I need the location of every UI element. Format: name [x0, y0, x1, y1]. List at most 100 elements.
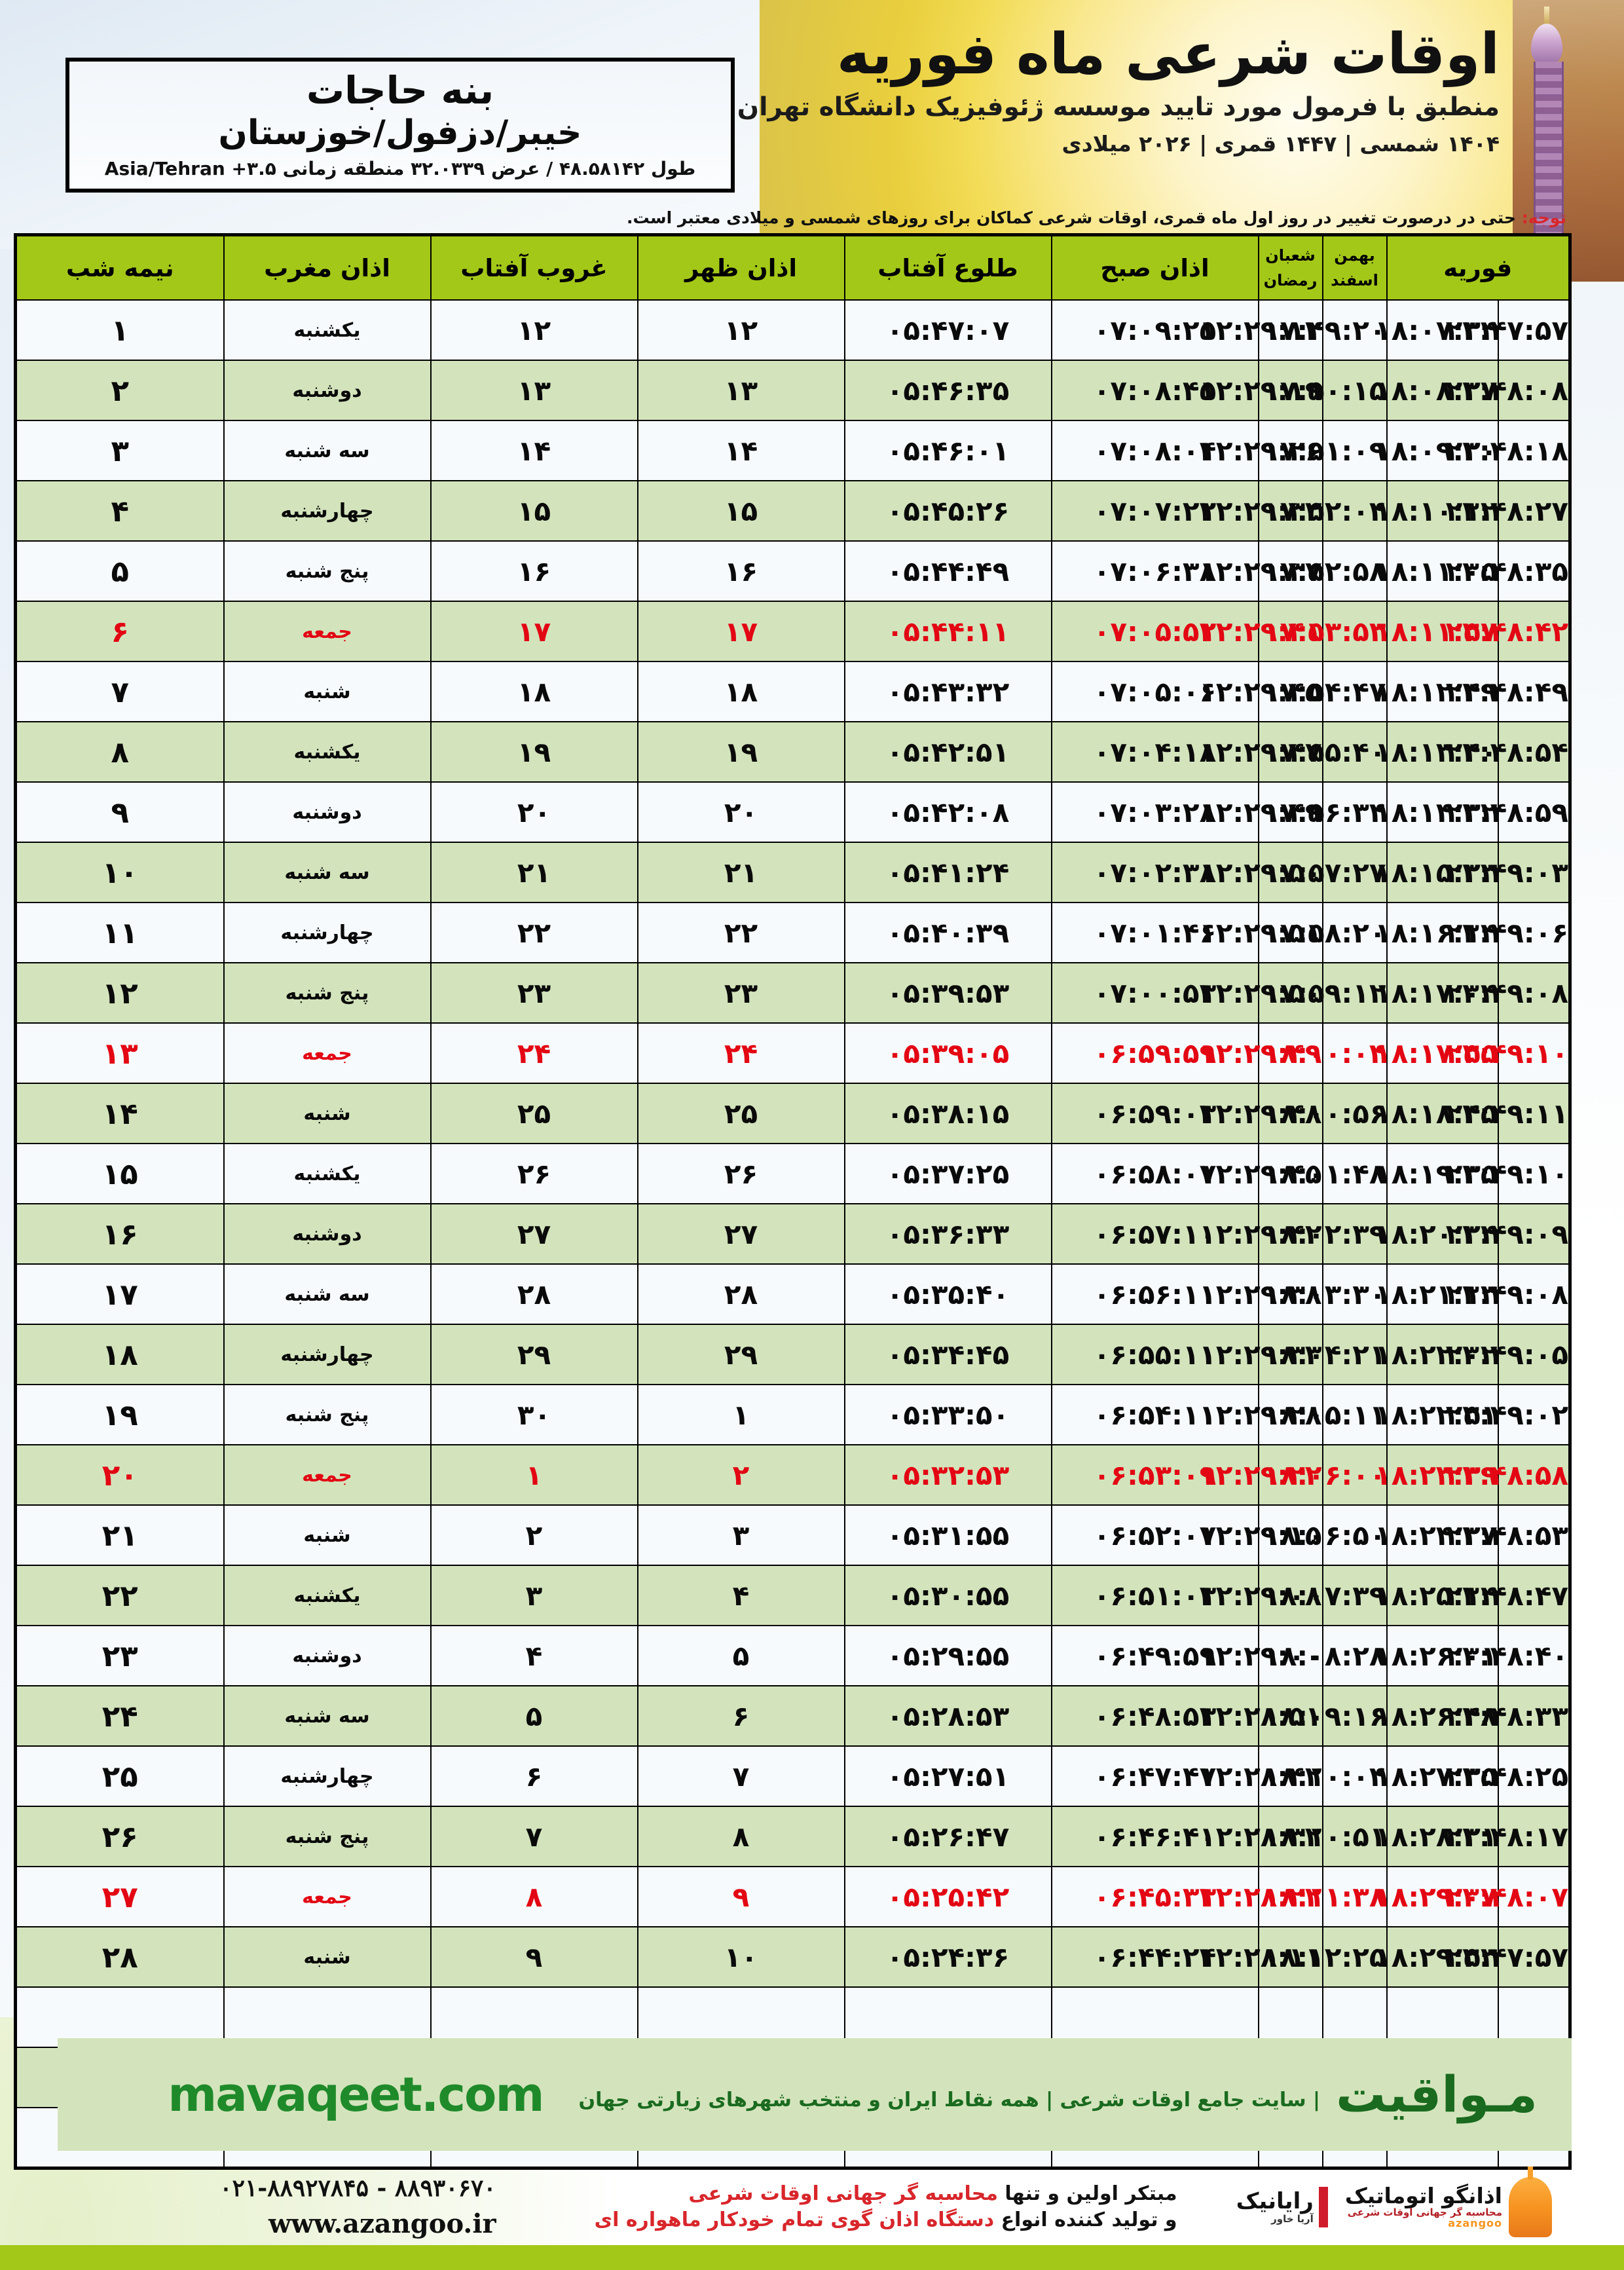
- cell-day: ۴: [14, 480, 225, 542]
- cell-dhuhr: ۱۲:۲۹:۰۸: [1199, 1565, 1323, 1626]
- cell-maghrib: ۱۸:۱۶:۱۴: [1375, 902, 1499, 963]
- cell-lunar: ۲۲: [637, 902, 845, 963]
- slogan-2b: دستگاه اذان گوی تمام خودکار ماهواره ای: [594, 2208, 995, 2231]
- cell-dhuhr: ۱۲:۲۹:۴۹: [1199, 781, 1323, 843]
- cell-fajr: ۰۵:۳۹:۰۵: [843, 1022, 1052, 1084]
- cell-maghrib: ۱۸:۲۰:۲۴: [1375, 1203, 1499, 1265]
- cell-day: ۷: [14, 661, 225, 722]
- cell-sunrise: ۰۷:۰۲:۳۸: [1050, 842, 1259, 903]
- cell-dhuhr: ۱۲:۲۹:۴۸: [1199, 1083, 1323, 1144]
- cell-sunrise: ۰۶:۵۳:۰۹: [1050, 1444, 1259, 1506]
- cell-midnight: ۲۳:۴۹:۰۸: [1446, 962, 1571, 1024]
- cell-sunset: ۱۸:۰۹:۱۶: [1263, 1685, 1388, 1747]
- cell-sunset: ۱۸:۰۶:۰۰: [1263, 1444, 1388, 1506]
- prayer-times-table: فوریه بهمن اسفند شعبان: [14, 233, 1572, 2170]
- cell-sunset: ۱۷:۵۹:۱۲: [1263, 962, 1388, 1024]
- cell-solar: ۳۰: [430, 1384, 638, 1445]
- cell-solar: ۲۷: [430, 1203, 638, 1265]
- table-row: ۲۳:۴۷:۵۷ ۱۸:۰۷:۳۴ ۱۷:۴۹:۲۰ ۱۲:۲۹:۱۲ ۰۷:۰۹:۲۵…: [14, 299, 1571, 361]
- cell-fajr: ۰۵:۳۳:۵۰: [843, 1384, 1052, 1445]
- table-header-row: فوریه بهمن اسفند شعبان: [14, 234, 1571, 301]
- cell-sunrise: ۰۷:۰۰:۵۳: [1050, 962, 1259, 1024]
- cell-fajr: ۰۵:۴۴:۴۹: [843, 540, 1052, 602]
- table-row: ۲۳:۴۸:۴۲ ۱۸:۱۱:۵۷ ۱۷:۵۳:۵۳ ۱۲:۲۹:۴۱ ۰۷:۰۵:۵۲…: [14, 601, 1571, 662]
- cell-weekday: پنج شنبه: [223, 540, 432, 602]
- cell-weekday: یکشنبه: [223, 1143, 432, 1204]
- cell-sunrise: ۰۶:۵۹:۰۳: [1050, 1083, 1259, 1144]
- cell-dhuhr: ۱۲:۲۹:۵۰: [1199, 962, 1323, 1024]
- cell-dhuhr: ۱۲:۲۹:۳۷: [1199, 540, 1323, 602]
- cell-dhuhr: ۱۲:۲۹:۲۸: [1199, 1384, 1323, 1445]
- cell-sunset: ۱۸:۰۵:۱۱: [1263, 1384, 1388, 1445]
- table-row: ۲۳:۴۸:۱۷ ۱۸:۲۸:۲۱ ۱۸:۱۰:۵۱ ۱۲:۲۸:۳۲ ۰۶:۴۶:۴۰…: [14, 1806, 1571, 1867]
- cell-day: ۱۵: [14, 1143, 225, 1204]
- cell-day: ۲۲: [14, 1565, 225, 1626]
- cell-lunar: ۲۵: [637, 1083, 845, 1144]
- cell-lunar: ۱۸: [637, 661, 845, 722]
- header-fajr: اذان صبح: [1050, 234, 1259, 301]
- cell-maghrib: ۱۸:۰۹:۲۰: [1375, 420, 1499, 481]
- cell-sunrise: ۰۶:۵۵:۱۱: [1050, 1324, 1259, 1385]
- cell-dhuhr: ۱۲:۲۹:۱۲: [1199, 299, 1323, 361]
- cell-sunset: ۱۷:۵۰:۱۵: [1263, 360, 1388, 421]
- table-row: ۲۳:۴۹:۱۱ ۱۸:۱۸:۴۵ ۱۸:۰۰:۵۶ ۱۲:۲۹:۴۸ ۰۶:۵۹:۰۳…: [14, 1083, 1571, 1144]
- table-row: [14, 1986, 1571, 2048]
- cell-dhuhr: ۱۲:۲۹:۴۷: [1199, 721, 1323, 783]
- cell-solar: ۱: [430, 1444, 638, 1506]
- cell-midnight: ۲۳:۴۸:۰۸: [1446, 360, 1571, 421]
- cell-lunar: ۱۹: [637, 721, 845, 783]
- rayanic-logo: رایانیک آریا خاور: [1236, 2187, 1328, 2227]
- cell-maghrib: ۱۸:۲۶:۴۸: [1375, 1685, 1499, 1747]
- cell-dhuhr: [1257, 1986, 1323, 2048]
- cell-dhuhr: ۱۲:۲۹:۳۲: [1199, 480, 1323, 542]
- cell-maghrib: ۱۸:۰۷:۳۴: [1375, 299, 1499, 361]
- table-row: ۲۳:۴۸:۵۴ ۱۸:۱۳:۴۰ ۱۷:۵۵:۴۰ ۱۲:۲۹:۴۷ ۰۷:۰۴:۱۸…: [14, 721, 1571, 783]
- cell-maghrib: ۱۸:۱۲:۴۹: [1375, 661, 1499, 722]
- cell-dhuhr: ۱۲:۲۹:۲۶: [1199, 420, 1323, 481]
- cell-solar: ۶: [430, 1745, 638, 1807]
- cell-solar: ۱۹: [430, 721, 638, 783]
- cell-solar: ۲۹: [430, 1324, 638, 1385]
- cell-lunar: ۲۶: [637, 1143, 845, 1204]
- table-row: ۲۳:۴۸:۵۳ ۱۸:۲۴:۲۷ ۱۸:۰۶:۵۰ ۱۲:۲۹:۱۵ ۰۶:۵۲:۰۷…: [14, 1504, 1571, 1566]
- contact-website[interactable]: www.azangoo.ir: [268, 2208, 496, 2239]
- cell-maghrib: ۱۸:۱۹:۳۵: [1375, 1143, 1499, 1204]
- cell-midnight: ۲۳:۴۹:۰۲: [1446, 1384, 1571, 1445]
- cell-solar: ۷: [430, 1806, 638, 1867]
- cell-fajr: ۰۵:۳۹:۵۳: [843, 962, 1052, 1024]
- cell-day: ۲۵: [14, 1745, 225, 1807]
- cell-weekday: یکشنبه: [223, 721, 432, 783]
- cell-solar: ۱۲: [430, 299, 638, 361]
- header-lunar-bottom: رمضان: [1263, 271, 1318, 289]
- cell-lunar: ۲۳: [637, 962, 845, 1024]
- cell-solar: ۲۸: [430, 1263, 638, 1325]
- cell-sunrise: ۰۷:۰۸:۰۴: [1050, 420, 1259, 481]
- cell-dhuhr: ۱۲:۲۹:۵۱: [1199, 902, 1323, 963]
- cell-sunset: ۱۷:۵۶:۳۴: [1263, 781, 1388, 843]
- cell-lunar: ۱۰: [637, 1926, 845, 1988]
- cell-weekday: شنبه: [223, 1083, 432, 1144]
- cell-weekday: سه شنبه: [223, 420, 432, 481]
- cell-solar: ۸: [430, 1866, 638, 1927]
- cell-midnight: ۲۳:۴۸:۲۷: [1446, 480, 1571, 542]
- cell-day: ۲۳: [14, 1625, 225, 1686]
- cell-fajr: ۰۵:۳۶:۳۳: [843, 1203, 1052, 1265]
- table-row: ۲۳:۴۹:۰۵ ۱۸:۲۲:۰۲ ۱۸:۰۴:۲۱ ۱۲:۲۹:۳۳ ۰۶:۵۵:۱۱…: [14, 1324, 1571, 1385]
- cell-solar: ۱۵: [430, 480, 638, 542]
- cell-sunrise: ۰۶:۵۱:۰۳: [1050, 1565, 1259, 1626]
- brand-domain-link[interactable]: mavaqeet.com: [168, 2067, 544, 2122]
- header-gregorian: فوریه: [1386, 234, 1571, 301]
- cell-sunrise: ۰۶:۵۲:۰۷: [1050, 1504, 1259, 1566]
- cell-sunrise: ۰۷:۰۹:۲۵: [1050, 299, 1259, 361]
- cell-midnight: ۲۳:۴۸:۳۳: [1446, 1685, 1571, 1747]
- cell-lunar: ۵: [637, 1625, 845, 1686]
- cell-lunar: ۱۴: [637, 420, 845, 481]
- cell-day: ۱۰: [14, 842, 225, 903]
- cell-day: ۲۱: [14, 1504, 225, 1566]
- cell-sunset: ۱۸:۱۰:۰۴: [1263, 1745, 1388, 1807]
- cell-fajr: ۰۵:۴۶:۰۱: [843, 420, 1052, 481]
- table-row: ۲۳:۴۸:۴۰ ۱۸:۲۶:۰۱ ۱۸:۰۸:۲۸ ۱۲:۲۹:۰۰ ۰۶:۴۹:۵۹…: [14, 1625, 1571, 1686]
- city-info-box: بنه حاجات خیبر/دزفول/خوزستان طول ۴۸.۵۸۱۴…: [65, 58, 735, 193]
- page-header: اوقات شرعی ماه فوریه منطبق با فرمول مورد…: [0, 0, 1624, 216]
- cell-solar: ۵: [430, 1685, 638, 1747]
